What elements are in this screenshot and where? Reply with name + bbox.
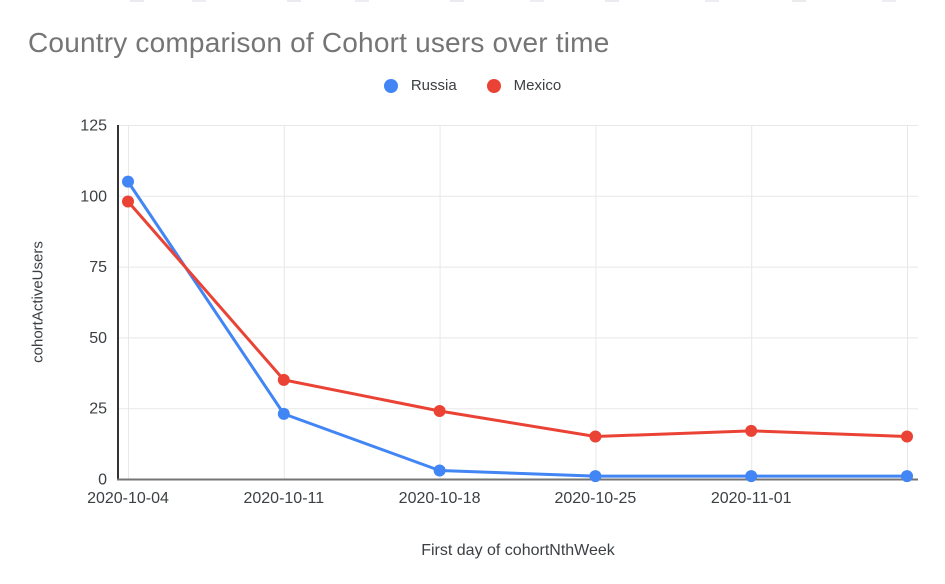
y-tick-label: 100 <box>80 188 107 205</box>
y-tick-label: 125 <box>80 118 107 135</box>
chart-title: Country comparison of Cohort users over … <box>28 27 610 58</box>
legend-dot-mexico <box>486 78 501 93</box>
series-line-russia <box>126 180 909 478</box>
data-point-russia-1 <box>277 407 290 420</box>
data-point-mexico-1 <box>277 373 290 386</box>
data-point-russia-5 <box>901 470 913 483</box>
legend-label: Mexico <box>513 77 562 94</box>
x-tick-label: 2020-11-01 <box>711 490 792 507</box>
legend-item-mexico: Mexico <box>486 77 562 94</box>
data-point-mexico-3 <box>589 430 602 443</box>
y-tick-label: 50 <box>89 330 107 347</box>
data-point-russia-2 <box>433 464 446 477</box>
data-point-russia-0 <box>122 175 134 188</box>
data-point-mexico-5 <box>901 430 913 443</box>
y-tick-label: 0 <box>98 472 107 489</box>
legend-item-russia: Russia <box>383 77 457 94</box>
legend: Russia Mexico <box>0 77 945 94</box>
series-line-mexico <box>126 199 909 439</box>
data-point-russia-4 <box>745 470 758 483</box>
legend-label: Russia <box>410 77 457 94</box>
x-axis-title: First day of cohortNthWeek <box>421 542 615 559</box>
legend-dot-russia <box>383 78 398 93</box>
y-tick-label: 75 <box>89 259 107 276</box>
x-tick-label: 2020-10-11 <box>243 490 324 507</box>
data-point-mexico-2 <box>433 405 446 418</box>
x-tick-label: 2020-10-04 <box>87 490 169 507</box>
data-point-mexico-4 <box>745 424 758 437</box>
y-tick-label: 25 <box>89 401 107 418</box>
x-tick-label: 2020-10-18 <box>399 490 481 507</box>
x-tick-label: 2020-10-25 <box>554 490 636 507</box>
cropped-text-artifact <box>130 0 144 2</box>
data-point-mexico-0 <box>122 195 134 208</box>
data-point-russia-3 <box>589 470 602 483</box>
